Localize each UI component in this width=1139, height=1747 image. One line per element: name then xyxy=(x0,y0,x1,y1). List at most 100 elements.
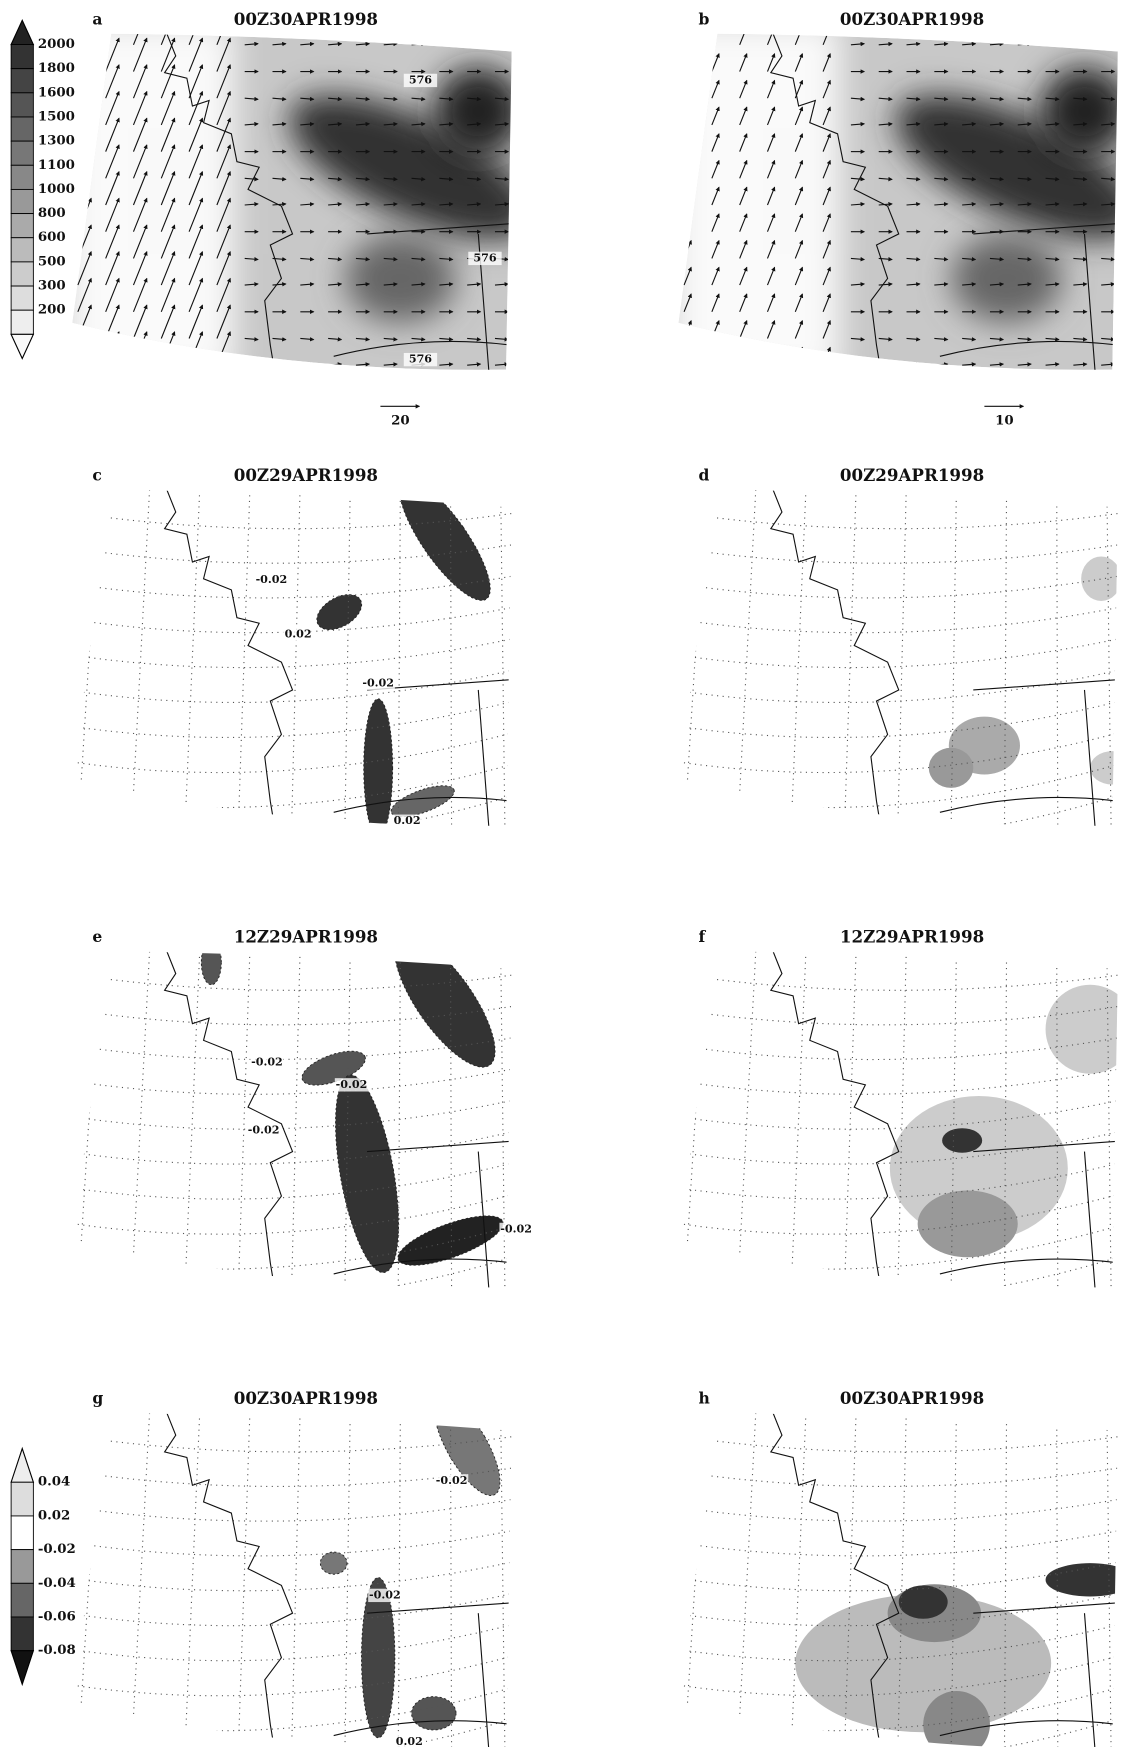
grid-line xyxy=(72,791,512,826)
wind-vector xyxy=(328,96,343,102)
map-panel xyxy=(678,489,1118,826)
colorbar-box xyxy=(10,116,34,142)
wind-vector xyxy=(77,331,92,366)
panel-title: 00Z30APR1998 xyxy=(234,1388,378,1408)
contour-label-bg xyxy=(361,676,395,690)
wind-vector xyxy=(989,201,1005,207)
wind-vector xyxy=(683,133,692,152)
colorbar-label: -0.04 xyxy=(38,1575,76,1591)
wind-vector xyxy=(766,33,776,46)
wind-vector xyxy=(906,176,921,182)
contour-label-bg xyxy=(390,814,424,828)
grid-line xyxy=(897,1412,908,1747)
wind-vector xyxy=(77,33,92,46)
wind-vector xyxy=(439,282,454,287)
grid-line xyxy=(1106,489,1112,826)
wind-vector xyxy=(878,282,893,287)
wind-vector xyxy=(355,121,371,127)
wind-vector xyxy=(822,159,831,179)
wind-vector xyxy=(77,251,92,286)
shaded-region xyxy=(319,1551,348,1575)
contour-label: -0.02 xyxy=(336,1078,368,1091)
wind-vector xyxy=(300,337,315,342)
shaded-region xyxy=(923,1691,990,1747)
wind-vector xyxy=(766,266,776,286)
grid-line xyxy=(678,1097,1118,1130)
panel-title: 00Z30APR1998 xyxy=(840,9,984,29)
shaded-region xyxy=(335,1074,400,1273)
wind-vector xyxy=(300,41,315,47)
colorbar-box xyxy=(10,309,34,335)
grid-line xyxy=(72,698,512,739)
colorbar-end xyxy=(10,333,35,360)
wind-vector xyxy=(850,41,865,47)
panel-letter: g xyxy=(92,1389,103,1408)
colorbar-box xyxy=(10,1582,34,1618)
wind-vector xyxy=(77,144,92,179)
shaded-region xyxy=(1090,751,1118,785)
wind-vector xyxy=(989,176,1005,182)
wind-vector xyxy=(328,41,343,47)
wind-vector xyxy=(439,41,454,47)
wind-vector xyxy=(822,266,831,286)
wind-vector xyxy=(160,251,176,286)
grid-line xyxy=(678,1066,1118,1095)
colorbar-box xyxy=(10,140,34,166)
wind-vector xyxy=(989,41,1005,47)
wind-vector xyxy=(383,282,398,287)
grid-line xyxy=(1003,951,1008,1288)
wind-vector xyxy=(739,346,748,366)
wind-vector xyxy=(355,96,371,102)
ocean xyxy=(72,33,234,370)
wind-vector xyxy=(962,256,977,262)
wind-vector xyxy=(160,90,176,126)
grid-line xyxy=(950,1412,958,1747)
wind-vector xyxy=(794,186,804,206)
shaded-region xyxy=(1045,984,1118,1074)
wind-vector xyxy=(822,33,831,46)
grid-line xyxy=(449,951,453,1288)
contour-label: -0.02 xyxy=(362,676,394,689)
wind-vector xyxy=(244,121,259,127)
colorbar-label: 0.04 xyxy=(38,1474,70,1490)
grid-line xyxy=(950,951,958,1288)
wind-vector xyxy=(766,213,776,232)
wind-vector xyxy=(1045,41,1060,47)
grid-line xyxy=(678,511,1118,530)
wind-vector xyxy=(439,96,454,102)
wind-vector xyxy=(1101,96,1116,102)
wind-vector xyxy=(1045,362,1060,367)
border xyxy=(939,222,1118,370)
wind-vector xyxy=(989,256,1005,262)
grid-line xyxy=(678,1035,1118,1061)
grid-line xyxy=(72,667,512,704)
contour-label: 0.02 xyxy=(396,1735,423,1747)
wind-vector xyxy=(850,362,865,367)
wind-vector xyxy=(766,79,776,99)
wind-vector xyxy=(711,266,720,286)
wind-vector xyxy=(188,277,204,312)
grid-line xyxy=(237,489,251,826)
wind-vector xyxy=(300,121,315,127)
wind-vector xyxy=(411,176,426,182)
wind-vector xyxy=(216,64,231,99)
wind-vector xyxy=(160,277,176,312)
wind-vector xyxy=(300,362,315,367)
grid-line xyxy=(130,951,151,1288)
wind-vector xyxy=(906,121,921,127)
wind-vector xyxy=(355,362,371,367)
wind-vector xyxy=(188,64,204,99)
wind-vector xyxy=(711,159,720,179)
grid-line xyxy=(72,1434,512,1453)
wind-vector xyxy=(683,106,692,126)
wind-vector xyxy=(683,346,692,366)
wind-vector xyxy=(711,79,720,99)
wind-vector xyxy=(739,133,748,152)
wind-vector xyxy=(683,266,692,286)
wind-vector xyxy=(962,96,977,102)
contour-label-bg xyxy=(368,1588,402,1603)
wind-vector xyxy=(711,213,720,232)
grid-line xyxy=(499,951,506,1288)
wind-vector xyxy=(355,176,371,182)
shaded-region xyxy=(397,1215,504,1266)
